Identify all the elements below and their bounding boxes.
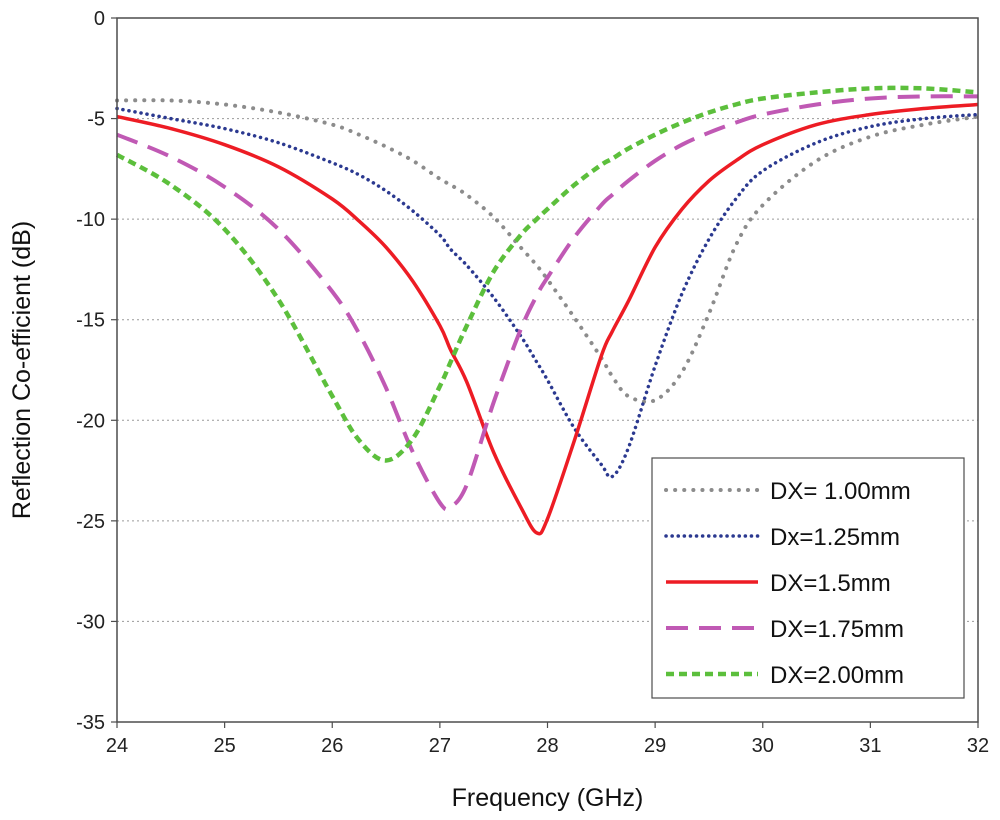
y-tick-label: -5: [87, 109, 105, 131]
series-layer: [115, 85, 980, 536]
x-tick-label: 31: [859, 735, 881, 757]
series-line-2: [115, 106, 980, 479]
y-tick-label: -30: [76, 611, 105, 633]
y-tick-label: -20: [76, 410, 105, 432]
legend-box: [651, 457, 965, 699]
x-tick-label: 26: [321, 735, 343, 757]
y-tick-label: -35: [76, 712, 105, 734]
y-tick-label: -25: [76, 511, 105, 533]
x-axis-ticks: 24 25 26 27 28 29 30 31 32: [106, 722, 989, 757]
series-line-5: [115, 85, 979, 463]
series-line-3: [116, 102, 979, 536]
x-tick-label: 24: [106, 735, 128, 757]
y-axis-label: Reflection Co-efficient (dB): [8, 221, 36, 519]
legend: DX= 1.00mm Dx=1.25mm DX=1.5mm DX=1.75mm DX=2…: [651, 457, 965, 699]
legend-label-5: DX=2.00mm: [770, 662, 904, 689]
series-line-4: [116, 94, 979, 512]
legend-label-2: Dx=1.25mm: [770, 524, 900, 551]
x-tick-label: 29: [644, 735, 666, 757]
x-axis-label: Frequency (GHz): [452, 784, 644, 812]
y-tick-label: -15: [76, 310, 105, 332]
x-tick-label: 30: [752, 735, 774, 757]
x-tick-label: 27: [429, 735, 451, 757]
x-tick-label: 25: [214, 735, 236, 757]
series-line-1: [115, 98, 980, 404]
legend-label-1: DX= 1.00mm: [770, 478, 911, 505]
y-tick-label: -10: [76, 209, 105, 231]
y-tick-label: 0: [94, 8, 105, 30]
x-tick-label: 28: [536, 735, 558, 757]
x-tick-label: 32: [967, 735, 989, 757]
legend-label-3: DX=1.5mm: [770, 570, 891, 597]
legend-label-4: DX=1.75mm: [770, 616, 904, 643]
y-axis-ticks: 0 -5 -10 -15 -20 -25 -30 -35: [76, 8, 117, 734]
